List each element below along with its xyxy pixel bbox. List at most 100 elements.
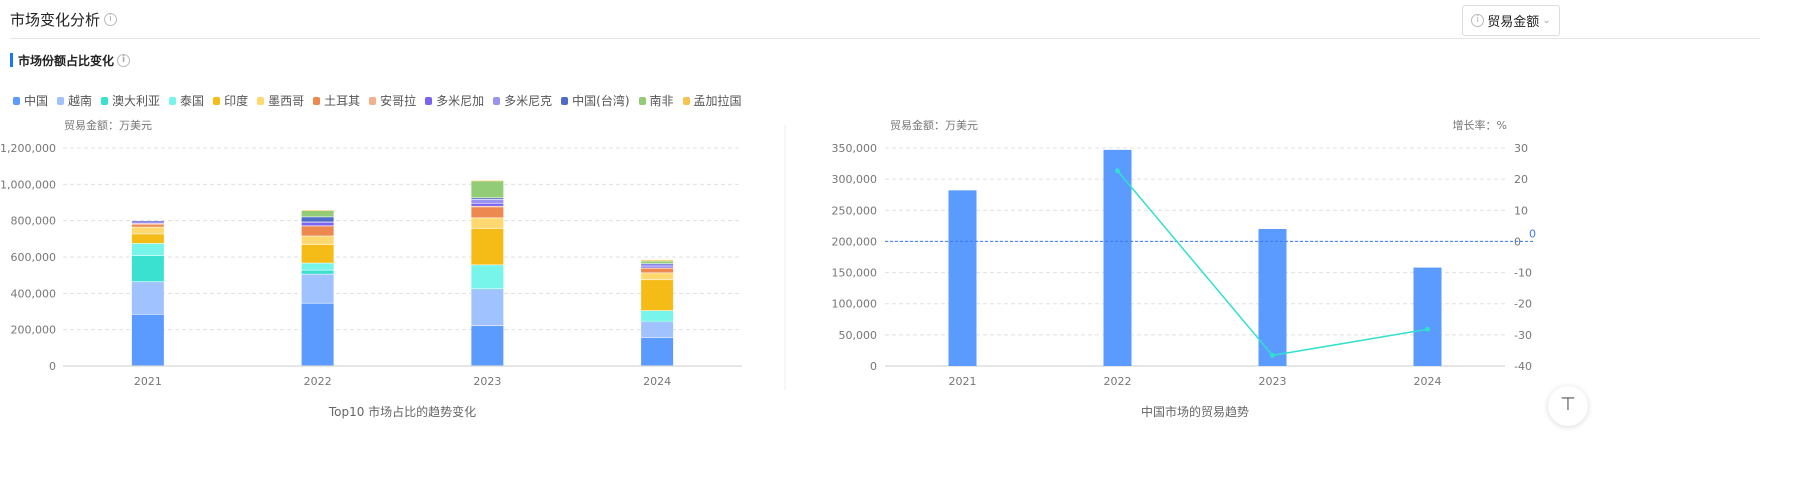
bar-segment-多米尼加: [301, 222, 334, 226]
legend-label: 泰国: [180, 94, 205, 108]
y-tick-label: 250,000: [832, 204, 878, 217]
y2-tick-label: -30: [1514, 329, 1532, 342]
legend-swatch: [57, 96, 65, 105]
growth-point: [1270, 352, 1275, 358]
y-tick-label: 800,000: [11, 215, 57, 228]
info-icon[interactable]: i: [104, 13, 118, 26]
bar-segment-越南: [641, 322, 674, 338]
legend-swatch: [101, 96, 109, 105]
y-tick-label: 200,000: [832, 235, 878, 248]
bar-segment-南非: [471, 181, 504, 198]
page-title-text: 市场变化分析: [10, 11, 101, 29]
legend-swatch: [425, 96, 433, 105]
x-tick-label: 2023: [473, 375, 501, 388]
bar-segment-南非: [301, 210, 334, 217]
legend-item[interactable]: 中国(台湾): [561, 92, 630, 109]
growth-point: [1425, 326, 1430, 332]
legend-label: 中国(台湾): [572, 94, 630, 108]
section-title: 市场份额占比变化 i: [10, 53, 131, 68]
legend-item[interactable]: 安哥拉: [369, 92, 416, 109]
y-tick-label: 300,000: [832, 173, 878, 186]
bar-segment-中国: [131, 314, 164, 366]
x-tick-label: 2021: [949, 375, 977, 388]
y-tick-label: 200,000: [11, 324, 57, 337]
bar-segment-墨西哥: [131, 227, 164, 234]
bar-segment-安哥拉: [471, 206, 504, 207]
bar-segment-土耳其: [131, 224, 164, 227]
bar-segment-土耳其: [641, 268, 674, 273]
bar-segment-多米尼加: [641, 266, 674, 268]
y-tick-label: 1,200,000: [0, 142, 56, 155]
x-tick-label: 2022: [304, 375, 332, 388]
legend-item[interactable]: 澳大利亚: [101, 92, 160, 109]
x-tick-label: 2024: [643, 375, 671, 388]
legend-label: 墨西哥: [268, 94, 305, 108]
bar-segment-多米尼克: [641, 264, 674, 266]
bar-segment-越南: [471, 289, 504, 326]
legend-label: 澳大利亚: [112, 94, 161, 108]
legend-label: 土耳其: [324, 94, 361, 108]
y2-axis-title: 增长率：%: [1453, 118, 1507, 132]
legend-swatch: [169, 96, 177, 105]
metric-select[interactable]: i 贸易金额 ⌄: [1462, 5, 1560, 36]
bar-segment-中国: [641, 337, 674, 366]
legend-item[interactable]: 多米尼克: [493, 92, 552, 109]
legend-item[interactable]: 土耳其: [313, 92, 360, 109]
bar: [1258, 228, 1287, 366]
bar-segment-泰国: [301, 263, 334, 270]
bar-segment-多米尼加: [471, 203, 504, 206]
y-tick-label: 0: [49, 360, 56, 373]
back-to-top-button[interactable]: ⊤: [1548, 386, 1588, 426]
section-title-text: 市场份额占比变化: [18, 53, 115, 68]
bar-segment-印度: [131, 234, 164, 244]
legend-label: 南非: [649, 94, 674, 108]
y2-tick-label: 10: [1514, 204, 1528, 217]
y2-tick-label: -40: [1514, 360, 1532, 373]
bar-segment-中国(台湾): [641, 263, 674, 265]
bar-segment-泰国: [471, 265, 504, 289]
bar-segment-墨西哥: [641, 273, 674, 280]
legend-item[interactable]: 越南: [57, 92, 92, 109]
bar-segment-印度: [641, 280, 674, 311]
y2-tick-label: 30: [1514, 142, 1528, 155]
bar-segment-澳大利亚: [301, 270, 334, 274]
legend-item[interactable]: 中国: [13, 92, 48, 109]
bar-segment-中国(台湾): [471, 198, 504, 199]
page-title: 市场变化分析 i: [10, 9, 118, 30]
y-tick-label: 350,000: [832, 142, 878, 155]
chart-title: Top10 市场占比的趋势变化: [328, 404, 476, 419]
bar-segment-澳大利亚: [131, 255, 164, 282]
bar-segment-中国(台湾): [301, 217, 334, 222]
bar-segment-多米尼克: [131, 221, 164, 222]
x-tick-label: 2021: [134, 375, 162, 388]
bar: [948, 190, 977, 366]
bar-segment-孟加拉国: [471, 180, 504, 182]
y-tick-label: 600,000: [11, 251, 57, 264]
x-tick-label: 2023: [1259, 375, 1287, 388]
legend-item[interactable]: 墨西哥: [257, 92, 304, 109]
legend-item[interactable]: 多米尼加: [425, 92, 484, 109]
legend-label: 安哥拉: [380, 94, 417, 108]
legend-swatch: [561, 96, 569, 105]
bar-segment-安哥拉: [131, 223, 164, 225]
bar-segment-土耳其: [301, 226, 334, 236]
legend-label: 越南: [68, 94, 93, 108]
y-axis-title: 贸易金额：万美元: [890, 118, 978, 132]
divider: [10, 38, 1760, 39]
bar-segment-南非: [641, 261, 674, 264]
legend-item[interactable]: 泰国: [169, 92, 204, 109]
bar-segment-孟加拉国: [301, 210, 334, 211]
bar: [1413, 267, 1442, 366]
bar-segment-多米尼克: [471, 199, 504, 203]
legend-item[interactable]: 孟加拉国: [682, 92, 742, 109]
legend-swatch: [13, 96, 20, 105]
legend-swatch: [257, 96, 265, 105]
legend-item[interactable]: 南非: [638, 92, 674, 109]
bar-segment-安哥拉: [641, 268, 674, 269]
legend-item[interactable]: 印度: [213, 92, 248, 109]
bar-segment-印度: [301, 244, 334, 263]
legend-swatch: [369, 96, 377, 105]
info-icon[interactable]: i: [117, 53, 131, 67]
y-tick-label: 100,000: [832, 298, 878, 311]
